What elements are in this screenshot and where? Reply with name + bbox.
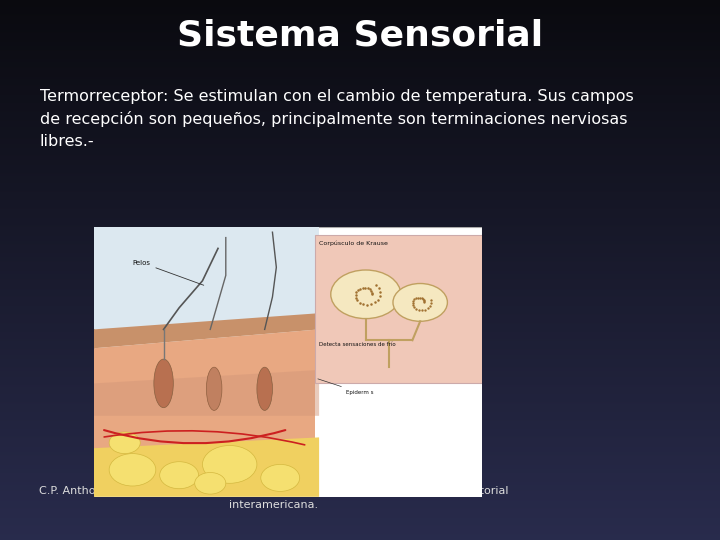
Bar	[315, 235, 482, 383]
Text: Pelos: Pelos	[132, 260, 204, 285]
Text: Sistema Sensorial: Sistema Sensorial	[177, 18, 543, 52]
Circle shape	[202, 446, 257, 483]
Polygon shape	[94, 437, 319, 497]
Circle shape	[330, 270, 401, 319]
Bar	[94, 227, 319, 329]
Bar	[315, 383, 482, 497]
Ellipse shape	[154, 359, 174, 408]
Circle shape	[109, 454, 156, 486]
Ellipse shape	[207, 367, 222, 410]
Text: Termorreceptor: Se estimulan con el cambio de temperatura. Sus campos
de recepci: Termorreceptor: Se estimulan con el camb…	[40, 89, 634, 149]
Circle shape	[160, 462, 199, 489]
Text: Corpúsculo de Krause: Corpúsculo de Krause	[319, 240, 388, 246]
Text: Epiderm s: Epiderm s	[318, 379, 374, 395]
Circle shape	[194, 472, 226, 494]
FancyArrowPatch shape	[104, 430, 285, 443]
Polygon shape	[94, 313, 319, 348]
Circle shape	[393, 284, 447, 321]
Text: Detecta sensaciones de frío: Detecta sensaciones de frío	[319, 342, 396, 347]
Ellipse shape	[257, 367, 272, 410]
Circle shape	[261, 464, 300, 491]
FancyArrowPatch shape	[104, 431, 305, 445]
Circle shape	[109, 432, 140, 454]
Text: C.P. Anthony, G.A. Thibodeau. (1983). Anatomía y fisiología. México: Nueva edito: C.P. Anthony, G.A. Thibodeau. (1983). An…	[39, 486, 508, 510]
Polygon shape	[94, 370, 319, 416]
Polygon shape	[94, 329, 319, 456]
